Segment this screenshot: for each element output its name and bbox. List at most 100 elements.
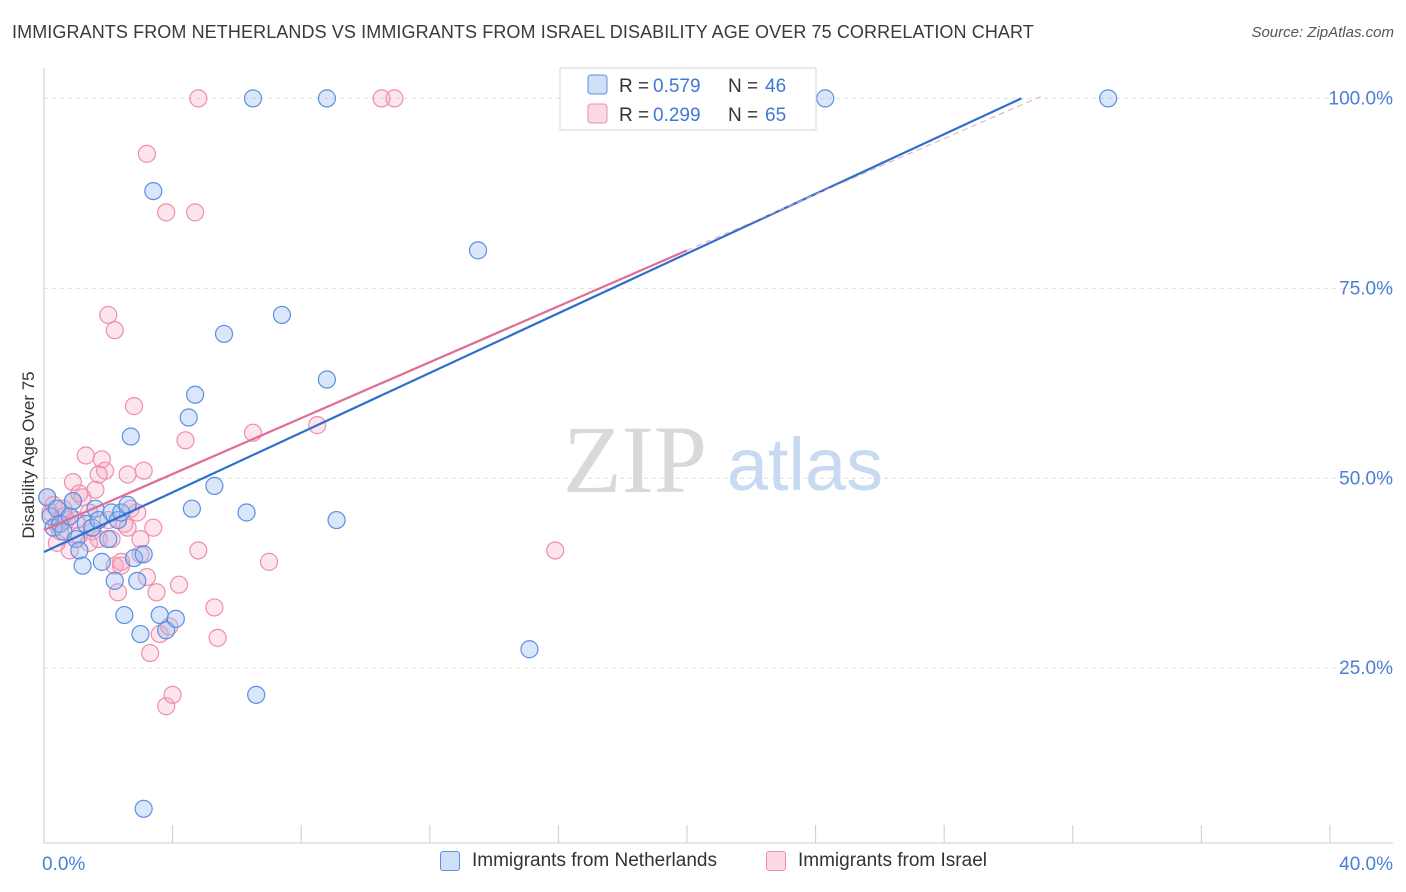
legend-bottom-label-netherlands: Immigrants from Netherlands (472, 850, 717, 871)
point-netherlands-45 (468, 241, 488, 260)
point-netherlands-24 (124, 548, 144, 568)
legend-item-israel: Immigrants from Israel (766, 850, 987, 872)
point-netherlands-29 (144, 181, 163, 201)
point-israel-33 (144, 518, 163, 537)
point-israel-63 (70, 484, 89, 503)
trend-extension-israel (686, 96, 1041, 251)
watermark-zip: ZIP (563, 406, 707, 513)
trend-line-netherlands (43, 97, 1022, 553)
point-israel-38 (163, 685, 182, 704)
point-israel-27 (124, 397, 144, 416)
legend-top-box (559, 67, 817, 131)
point-israel-46 (105, 321, 124, 340)
point-israel-40 (176, 431, 195, 450)
point-israel-58 (131, 529, 150, 549)
y-tick-label-3: 25.0% (1339, 658, 1393, 679)
x-tick-label-0: 0.0% (42, 854, 85, 875)
legend-n-label-israel: N = (728, 105, 763, 126)
point-israel-51 (259, 552, 279, 571)
point-israel-32 (140, 643, 160, 663)
y-tick-label-2: 50.0% (1339, 468, 1393, 489)
point-netherlands-46 (520, 640, 539, 659)
point-israel-36 (157, 697, 176, 716)
legend-r-value-netherlands: 0.579 (653, 76, 701, 97)
point-netherlands-23 (121, 427, 140, 446)
point-netherlands-34 (182, 499, 201, 518)
legend-swatch-israel (587, 103, 608, 124)
point-israel-42 (137, 144, 156, 163)
point-israel-22 (108, 583, 128, 602)
grid-layer (44, 97, 1393, 669)
point-netherlands-44 (327, 510, 346, 530)
point-israel-34 (147, 583, 166, 602)
point-israel-12 (76, 446, 95, 465)
y-axis-label: Disability Age Over 75 (19, 371, 38, 538)
legend-bottom: Immigrants from Netherlands Immigrants f… (0, 850, 1406, 878)
legend-r-label-netherlands: R = (619, 76, 654, 97)
legend-item-netherlands: Immigrants from Netherlands (440, 850, 717, 872)
trend-lines (43, 96, 1041, 553)
y-tick-label-0: 100.0% (1329, 88, 1394, 109)
point-netherlands-26 (131, 624, 150, 644)
legend-n-value-netherlands: 46 (765, 76, 786, 97)
point-israel-49 (208, 628, 227, 647)
y-tick-label-1: 75.0% (1339, 278, 1393, 299)
point-netherlands-36 (205, 476, 224, 495)
point-israel-45 (99, 305, 118, 325)
watermark: ZIP atlas (563, 406, 883, 513)
legend-bottom-swatch-netherlands (440, 851, 460, 871)
point-netherlands-42 (317, 89, 337, 108)
point-israel-61 (118, 518, 137, 537)
point-israel-30 (134, 461, 153, 480)
point-israel-53 (372, 89, 391, 108)
tick-labels: 100.0% 75.0% 50.0% 25.0% 0.0% 40.0% (42, 88, 1393, 875)
point-netherlands-35 (186, 385, 205, 404)
point-israel-54 (385, 89, 404, 108)
point-israel-16 (89, 529, 108, 549)
source-label: Source: ZipAtlas.com (1251, 24, 1394, 41)
legend-r-label-israel: R = (619, 105, 654, 126)
legend-r-value-israel: 0.299 (653, 105, 701, 126)
point-netherlands-48 (1099, 89, 1118, 108)
legend-n-value-israel: 65 (765, 105, 786, 126)
point-netherlands-38 (237, 503, 256, 522)
legend-swatch-netherlands (587, 74, 608, 95)
point-netherlands-15 (92, 552, 111, 571)
point-israel-17 (92, 450, 111, 469)
series-israel-points (38, 89, 565, 716)
point-israel-41 (189, 89, 208, 108)
trend-line-israel (43, 249, 688, 531)
point-israel-47 (189, 541, 208, 560)
legend-top: R = 0.579 N = 46 R = 0.299 N = 65 (559, 67, 817, 131)
point-netherlands-27 (134, 799, 153, 818)
watermark-atlas: atlas (727, 423, 883, 506)
point-israel-59 (63, 472, 83, 492)
point-netherlands-7 (63, 491, 83, 511)
point-israel-39 (169, 575, 189, 594)
point-israel-48 (205, 598, 224, 617)
x-tick-label-1: 40.0% (1339, 854, 1393, 875)
point-netherlands-28 (134, 545, 153, 564)
point-israel-44 (186, 203, 205, 222)
point-netherlands-10 (73, 556, 92, 575)
point-netherlands-43 (317, 370, 337, 389)
point-netherlands-41 (272, 305, 292, 325)
point-israel-56 (89, 465, 108, 484)
point-netherlands-47 (816, 89, 835, 108)
point-netherlands-21 (115, 605, 134, 625)
legend-n-label-netherlands: N = (728, 76, 763, 97)
axes-layer (43, 68, 1393, 844)
point-netherlands-25 (128, 571, 147, 590)
point-israel-15 (86, 480, 105, 499)
point-israel-31 (137, 567, 156, 587)
point-netherlands-39 (243, 89, 263, 108)
point-israel-25 (118, 465, 137, 484)
point-netherlands-33 (179, 408, 198, 427)
point-israel-55 (546, 541, 565, 560)
point-netherlands-9 (70, 541, 89, 560)
point-israel-43 (157, 203, 176, 222)
point-netherlands-1 (41, 507, 60, 526)
point-netherlands-37 (214, 324, 234, 344)
legend-bottom-label-israel: Immigrants from Israel (798, 850, 987, 871)
